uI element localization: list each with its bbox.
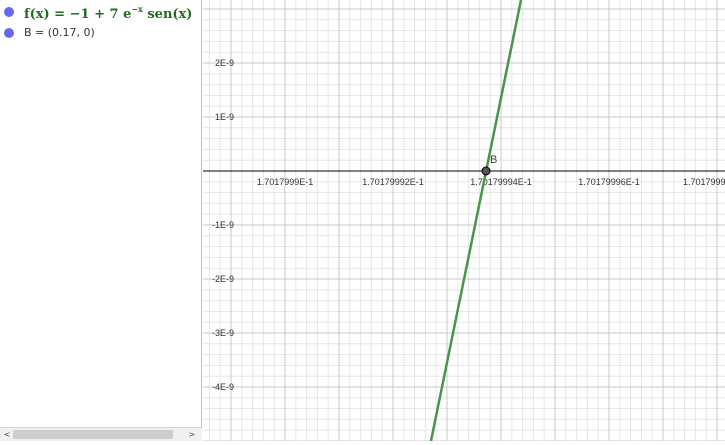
- y-tick-labels: 2E-9 1E-9 -1E-9 -2E-9 -3E-9 -4E-9: [212, 58, 234, 392]
- minor-grid: [203, 0, 725, 441]
- point-definition: B = (0.17, 0): [24, 26, 95, 39]
- scroll-right-icon[interactable]: >: [188, 430, 196, 439]
- y-tick-label: -3E-9: [212, 328, 234, 338]
- function-curve-f[interactable]: [429, 0, 523, 442]
- algebra-item-f[interactable]: f(x) = −1 + 7 e−x sen(x): [0, 4, 202, 26]
- y-tick-label: -1E-9: [212, 220, 234, 230]
- x-tick-labels: 1.7017999E-1 1.70179992E-1 1.70179994E-1…: [257, 177, 725, 187]
- y-tick-label: -2E-9: [212, 274, 234, 284]
- algebra-view: f(x) = −1 + 7 e−x sen(x) B = (0.17, 0) <…: [0, 0, 202, 441]
- visibility-toggle-icon[interactable]: [4, 28, 14, 38]
- scrollbar-thumb[interactable]: [13, 430, 173, 439]
- major-grid: [203, 0, 725, 442]
- x-tick-label: 1.70179996E-1: [578, 177, 640, 187]
- y-tick-label: 1E-9: [215, 112, 234, 122]
- graphics-view[interactable]: 1.7017999E-1 1.70179992E-1 1.70179994E-1…: [203, 0, 725, 442]
- scroll-left-icon[interactable]: <: [3, 430, 11, 439]
- visibility-toggle-icon[interactable]: [4, 7, 14, 17]
- x-tick-label: 1.70179992E-1: [362, 177, 424, 187]
- function-definition: f(x) = −1 + 7 e−x sen(x): [24, 4, 193, 22]
- x-tick-label: 1.70179998E-1: [683, 177, 725, 187]
- x-tick-label: 1.70179994E-1: [470, 177, 532, 187]
- algebra-item-B[interactable]: B = (0.17, 0): [0, 26, 202, 48]
- horizontal-scrollbar[interactable]: < >: [0, 427, 202, 441]
- y-tick-label: 2E-9: [215, 58, 234, 68]
- y-tick-label: -4E-9: [212, 382, 234, 392]
- point-B[interactable]: [481, 166, 491, 176]
- point-label-B: B: [490, 154, 497, 166]
- x-tick-label: 1.7017999E-1: [257, 177, 314, 187]
